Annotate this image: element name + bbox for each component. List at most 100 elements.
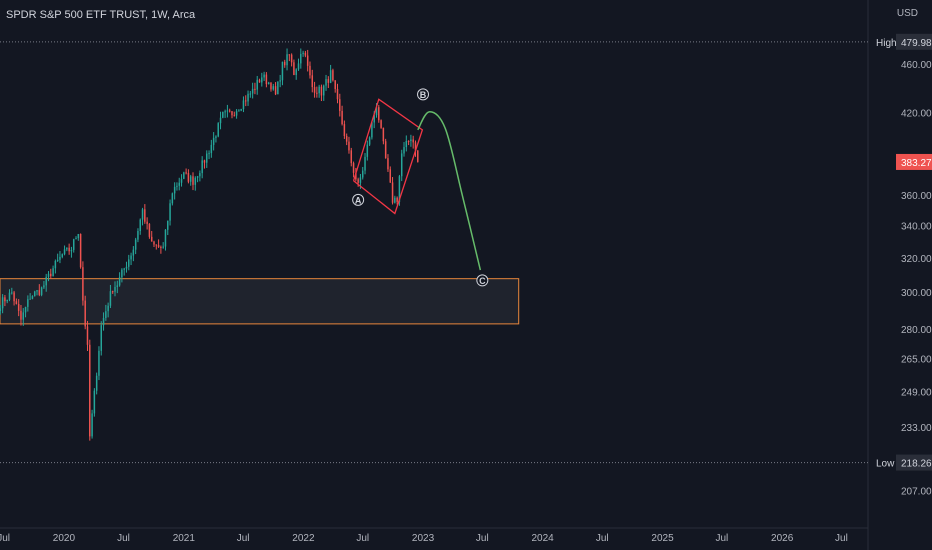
- candle: [27, 295, 29, 312]
- candle: [267, 81, 270, 85]
- wave-label-a: A: [352, 193, 365, 206]
- candle: [249, 91, 252, 98]
- candle: [320, 84, 323, 102]
- candle-body: [355, 172, 357, 180]
- candle: [125, 261, 128, 273]
- candle-body: [75, 238, 77, 240]
- candle-body: [162, 246, 164, 248]
- candle-body: [167, 220, 169, 230]
- candle-body: [157, 245, 160, 247]
- candle: [274, 82, 277, 96]
- candle-body: [146, 221, 148, 224]
- candle: [286, 48, 288, 71]
- candle-body: [348, 141, 350, 151]
- candle-body: [325, 79, 327, 86]
- candle: [245, 95, 247, 107]
- candle: [371, 121, 373, 140]
- candle-body: [89, 344, 91, 437]
- candle-body: [47, 273, 50, 277]
- candle-body: [20, 310, 22, 320]
- candle-body: [141, 209, 144, 220]
- candle: [20, 304, 22, 326]
- wedge-channel: [352, 98, 424, 215]
- candle: [178, 177, 180, 191]
- candle: [366, 140, 369, 161]
- candle: [300, 48, 302, 69]
- time-tick-label: Jul: [0, 533, 10, 544]
- candle: [160, 245, 162, 254]
- candle-body: [8, 292, 11, 300]
- candle: [89, 339, 91, 441]
- candle-body: [31, 296, 34, 299]
- candle-body: [235, 111, 238, 116]
- candle-body: [387, 158, 389, 170]
- support-zone: [0, 278, 520, 325]
- candle: [109, 284, 112, 309]
- candle: [176, 182, 178, 191]
- candle: [222, 111, 224, 119]
- candle: [288, 54, 291, 62]
- candle: [183, 171, 185, 180]
- price-tick-label: 320.00: [901, 254, 932, 265]
- candle-body: [251, 88, 254, 94]
- candle-body: [134, 239, 137, 250]
- candle: [22, 308, 25, 326]
- candle-body: [265, 74, 268, 85]
- candle-body: [15, 301, 18, 305]
- candle: [361, 166, 364, 180]
- candle: [394, 195, 396, 204]
- candle: [302, 50, 304, 57]
- candle: [31, 295, 34, 300]
- candle-body: [375, 107, 378, 116]
- candle-body: [359, 177, 362, 183]
- candle-body: [368, 137, 371, 145]
- candle: [322, 84, 325, 101]
- candle: [157, 239, 160, 249]
- candles-layer: [0, 48, 419, 441]
- candle-body: [132, 249, 135, 256]
- candle-body: [309, 65, 311, 76]
- currency-label: USD: [896, 8, 918, 19]
- candle-body: [72, 239, 75, 250]
- price-tick-label: 360.00: [901, 191, 932, 202]
- candle-body: [40, 287, 43, 295]
- wave-label-circle: [417, 88, 430, 101]
- candle: [114, 281, 116, 297]
- candle: [254, 82, 256, 95]
- candle: [219, 111, 222, 130]
- candle: [208, 150, 210, 160]
- candle: [329, 64, 332, 84]
- candle-body: [378, 107, 380, 121]
- candle: [332, 68, 334, 82]
- candle-body: [407, 140, 410, 142]
- candle: [66, 247, 68, 252]
- candle: [148, 223, 151, 239]
- wave-label-text: C: [479, 276, 486, 286]
- candle: [313, 81, 316, 98]
- candle: [155, 244, 158, 250]
- candle: [130, 252, 132, 266]
- candle-body: [322, 85, 325, 96]
- candle-body: [320, 86, 323, 96]
- candle-body: [70, 249, 73, 252]
- candle: [412, 135, 414, 149]
- candle: [293, 59, 295, 76]
- candle: [187, 169, 190, 184]
- candle-body: [105, 311, 107, 319]
- candle: [389, 166, 392, 184]
- support-zone-layer: [0, 278, 520, 325]
- grid-lines: [0, 0, 869, 550]
- candle-body: [336, 88, 339, 100]
- price-tick-label: 207.00: [901, 486, 932, 497]
- candle: [380, 119, 382, 129]
- candle: [15, 298, 18, 305]
- candle-body: [68, 247, 70, 252]
- candle-body: [380, 120, 382, 128]
- candle-body: [150, 236, 153, 242]
- candle: [68, 243, 70, 255]
- candle: [414, 140, 417, 157]
- candle: [251, 82, 254, 99]
- candle: [378, 104, 380, 123]
- candle-body: [130, 255, 132, 260]
